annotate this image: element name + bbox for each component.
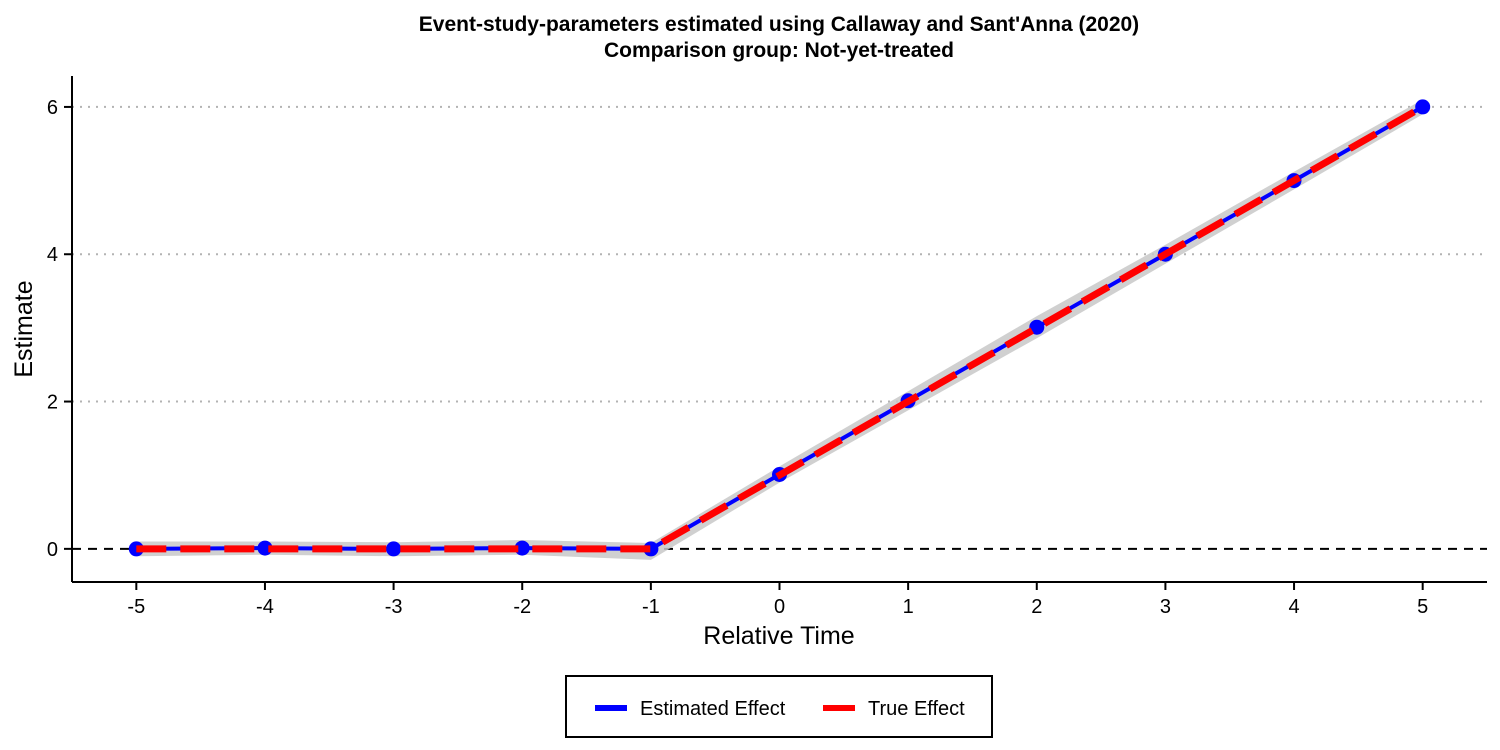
legend-box — [565, 675, 993, 738]
x-tick-label--3: -3 — [385, 596, 403, 618]
series-line-true-effect — [136, 103, 1425, 553]
point-estimated-effect--1 — [643, 541, 659, 557]
x-tick-label-1: 1 — [903, 596, 914, 618]
confidence-band — [136, 99, 1423, 560]
y-axis-ticks: 0 2 4 6 — [47, 97, 72, 561]
y-tick-label-2: 2 — [47, 392, 58, 414]
legend: Estimated Effect True Effect — [565, 675, 993, 738]
chart-subtitle: Comparison group: Not-yet-treated — [604, 39, 954, 62]
x-tick-label--1: -1 — [642, 596, 660, 618]
series-points-estimated-effect — [128, 99, 1431, 557]
y-tick-label-0: 0 — [47, 539, 58, 561]
x-tick-label-4: 4 — [1288, 596, 1299, 618]
x-tick-label-2: 2 — [1031, 596, 1042, 618]
grid — [72, 105, 1487, 550]
x-tick-label--4: -4 — [256, 596, 274, 618]
x-tick-label-0: 0 — [774, 596, 785, 618]
x-axis-ticks: -5 -4 -3 -2 -1 0 1 2 3 4 5 — [127, 582, 1428, 618]
x-tick-label--2: -2 — [513, 596, 531, 618]
x-tick-label-5: 5 — [1417, 596, 1428, 618]
x-tick-label--5: -5 — [127, 596, 145, 618]
chart-title: Event-study-parameters estimated using C… — [419, 13, 1139, 36]
y-tick-label-6: 6 — [47, 97, 58, 119]
x-tick-label-3: 3 — [1160, 596, 1171, 618]
legend-label-estimated-effect: Estimated Effect — [640, 698, 786, 720]
point-estimated-effect-2 — [1029, 319, 1045, 335]
x-axis-title: Relative Time — [703, 622, 854, 650]
point-estimated-effect-5 — [1415, 99, 1431, 115]
y-tick-label-4: 4 — [47, 244, 58, 266]
legend-label-true-effect: True Effect — [868, 698, 965, 720]
y-axis-title: Estimate — [10, 280, 38, 377]
point-estimated-effect--3 — [386, 541, 402, 557]
point-estimated-effect--2 — [514, 540, 530, 556]
